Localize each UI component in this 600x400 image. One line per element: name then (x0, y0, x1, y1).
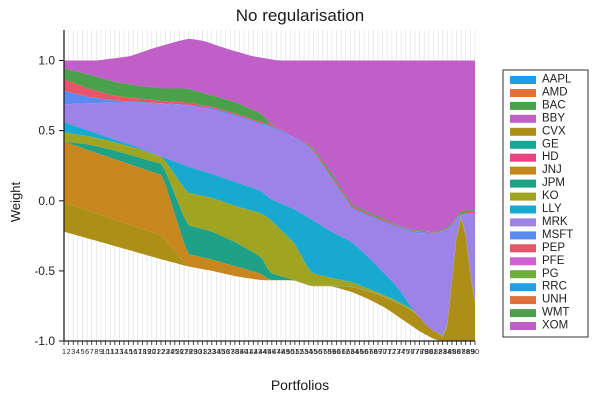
svg-text:PEP: PEP (542, 242, 565, 254)
svg-text:6: 6 (85, 347, 89, 356)
svg-text:PG: PG (542, 268, 559, 280)
svg-text:JNJ: JNJ (542, 164, 562, 176)
svg-text:RRC: RRC (542, 281, 567, 293)
svg-text:MRK: MRK (542, 216, 568, 228)
svg-text:-1.0: -1.0 (34, 334, 55, 348)
svg-text:90: 90 (471, 347, 479, 356)
svg-text:BBY: BBY (542, 112, 565, 124)
svg-text:5: 5 (80, 347, 84, 356)
svg-text:1: 1 (62, 347, 66, 356)
svg-text:JPM: JPM (542, 177, 565, 189)
svg-text:LLY: LLY (542, 203, 562, 215)
svg-text:MSFT: MSFT (542, 229, 573, 241)
svg-text:HD: HD (542, 151, 559, 163)
svg-text:BAC: BAC (542, 99, 566, 111)
svg-text:2: 2 (67, 347, 71, 356)
svg-text:GE: GE (542, 138, 559, 150)
svg-text:AAPL: AAPL (542, 74, 572, 86)
svg-text:WMT: WMT (542, 307, 569, 319)
svg-text:7: 7 (90, 347, 94, 356)
svg-text:CVX: CVX (542, 125, 566, 137)
svg-text:4: 4 (76, 347, 80, 356)
svg-text:1.0: 1.0 (38, 54, 55, 68)
svg-text:PFE: PFE (542, 255, 565, 267)
svg-text:-0.5: -0.5 (34, 264, 55, 278)
svg-text:XOM: XOM (542, 320, 568, 332)
svg-text:8: 8 (94, 347, 98, 356)
svg-text:0.5: 0.5 (38, 124, 55, 138)
svg-text:3: 3 (71, 347, 75, 356)
svg-text:0.0: 0.0 (38, 194, 55, 208)
svg-text:KO: KO (542, 190, 559, 202)
svg-text:UNH: UNH (542, 294, 567, 306)
svg-text:AMD: AMD (542, 87, 568, 99)
